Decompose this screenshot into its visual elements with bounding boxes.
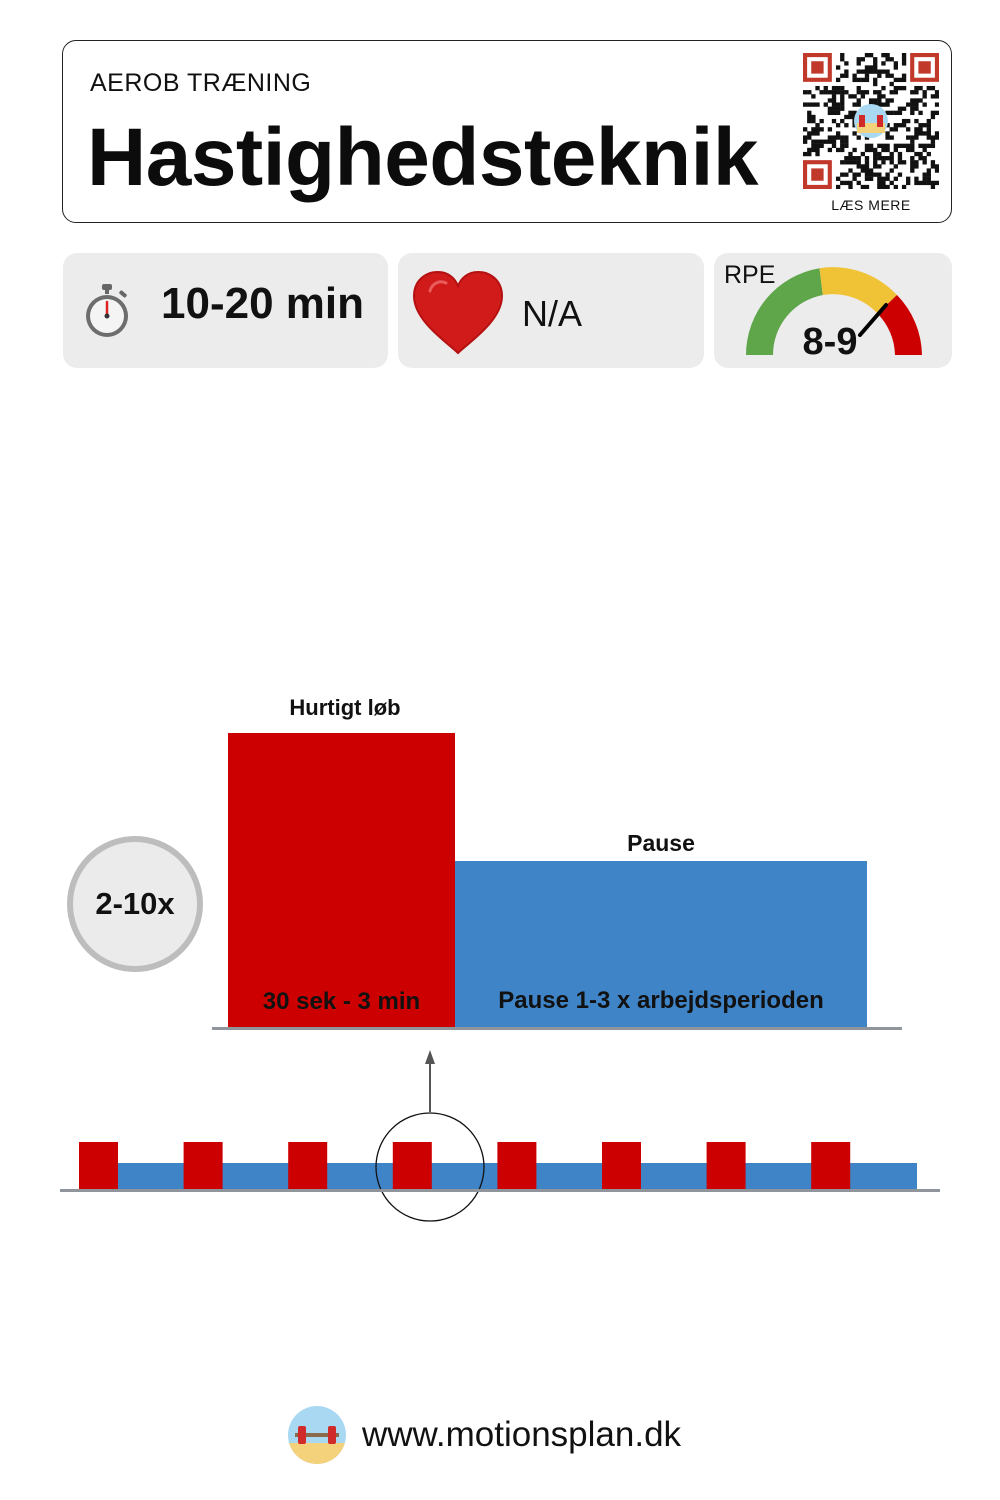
rest-label: Pause [627, 830, 695, 856]
work-duration-label: 30 sek - 3 min [262, 988, 421, 1015]
rpe-value: 8-9 [802, 321, 858, 363]
work-label: Hurtigt løb [289, 695, 401, 720]
heart-rate-card: N/A [398, 253, 704, 368]
main-baseline [212, 1027, 902, 1030]
overview-work-block [183, 1142, 223, 1190]
overview-baseline [60, 1189, 940, 1192]
qr-code-icon[interactable] [803, 53, 939, 189]
overview-work-block [392, 1142, 432, 1190]
footer-url[interactable]: www.motionsplan.dk [362, 1415, 682, 1454]
read-more-label[interactable]: LÆS MERE [831, 197, 911, 213]
zoom-circle [375, 1112, 485, 1222]
rpe-label: RPE [724, 261, 776, 289]
overview-work-block [79, 1142, 118, 1190]
duration-value: 10-20 min [161, 279, 364, 328]
interval-overview [79, 1050, 917, 1222]
duration-card: 10-20 min [63, 253, 388, 368]
page-title: Hastighedsteknik [87, 112, 758, 203]
overview-work-block [602, 1142, 641, 1190]
rest-interval-bar [455, 861, 867, 1028]
work-interval-bar [228, 733, 455, 1028]
rpe-gauge-icon [746, 267, 922, 355]
heart-rate-value: N/A [522, 293, 583, 334]
heart-icon [412, 270, 504, 355]
overview-work-block [288, 1142, 328, 1190]
overview-work-block [706, 1142, 746, 1190]
header-card: AEROB TRÆNING Hastighedsteknik LÆS MERE [62, 40, 952, 223]
repeat-count-badge: 2-10x [67, 836, 203, 972]
stopwatch-icon [86, 284, 128, 337]
rpe-card: RPE 8-9 [714, 253, 952, 368]
category-label: AEROB TRÆNING [90, 69, 312, 97]
overview-work-block [497, 1142, 537, 1190]
motionsplan-logo-icon [288, 1406, 346, 1464]
rest-duration-label: Pause 1-3 x arbejdsperioden [498, 987, 824, 1014]
overview-work-block [811, 1142, 851, 1190]
zoom-arrow-head [425, 1050, 435, 1064]
